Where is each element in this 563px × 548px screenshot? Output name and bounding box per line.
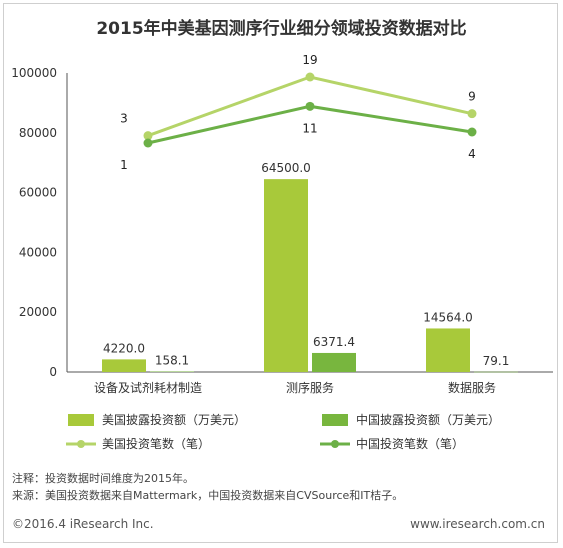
chart: 0 20000 40000 60000 80000 100000 设备及试剂耗材制造 测序服务… <box>11 53 553 451</box>
line-point <box>143 131 153 141</box>
bar-data-label: 4220.0 <box>103 341 145 355</box>
bar <box>150 371 194 373</box>
bar-data-label: 79.1 <box>483 354 510 368</box>
y-tick-label: 20000 <box>19 305 57 319</box>
y-tick-label: 40000 <box>19 245 57 259</box>
legend-marker <box>77 440 85 448</box>
line-data-label: 3 <box>120 112 128 126</box>
bar-data-label: 64500.0 <box>261 161 311 175</box>
copyright: ©2016.4 iResearch Inc. <box>12 517 154 531</box>
line-data-label: 4 <box>468 147 476 161</box>
x-tick-label: 测序服务 <box>286 380 334 395</box>
bar-data-label: 14564.0 <box>423 310 473 324</box>
legend-swatch <box>68 414 94 426</box>
legend-label: 中国投资笔数（笔） <box>356 436 464 451</box>
bar-data-label: 158.1 <box>155 354 189 368</box>
line-data-label: 11 <box>302 121 317 135</box>
bar <box>474 371 518 373</box>
line-point <box>305 101 315 111</box>
bar <box>312 352 356 372</box>
legend-marker <box>331 440 339 448</box>
y-tick-label: 80000 <box>19 126 57 140</box>
legend-label: 中国披露投资额（万美元） <box>356 412 500 427</box>
y-tick-label: 100000 <box>11 66 57 80</box>
line-data-label: 9 <box>468 90 476 104</box>
bar <box>264 179 308 372</box>
y-tick-label: 0 <box>49 365 57 379</box>
legend-label: 美国投资笔数（笔） <box>102 436 210 451</box>
bar-data-label: 6371.4 <box>313 335 355 349</box>
bar <box>426 328 470 372</box>
legend-swatch <box>322 414 348 426</box>
line-point <box>467 109 477 119</box>
note-line: 注释：投资数据时间维度为2015年。 <box>12 472 194 485</box>
bar <box>102 359 146 372</box>
legend-label: 美国披露投资额（万美元） <box>102 412 246 427</box>
source-line: 来源：美国投资数据来自Mattermark，中国投资数据来自CVSource和I… <box>12 489 404 502</box>
y-tick-label: 60000 <box>19 186 57 200</box>
line-point <box>143 138 153 148</box>
chart-title: 2015年中美基因测序行业细分领域投资数据对比 <box>96 19 467 39</box>
line-point <box>305 72 315 82</box>
x-tick-label: 设备及试剂耗材制造 <box>94 380 202 395</box>
website-link[interactable]: www.iresearch.com.cn <box>410 517 545 531</box>
notes: 注释：投资数据时间维度为2015年。 来源：美国投资数据来自Mattermark… <box>12 470 403 504</box>
line-data-label: 19 <box>302 53 317 67</box>
x-tick-label: 数据服务 <box>448 380 496 395</box>
line-point <box>467 127 477 137</box>
chart-frame <box>3 3 558 543</box>
line-data-label: 1 <box>120 158 128 172</box>
